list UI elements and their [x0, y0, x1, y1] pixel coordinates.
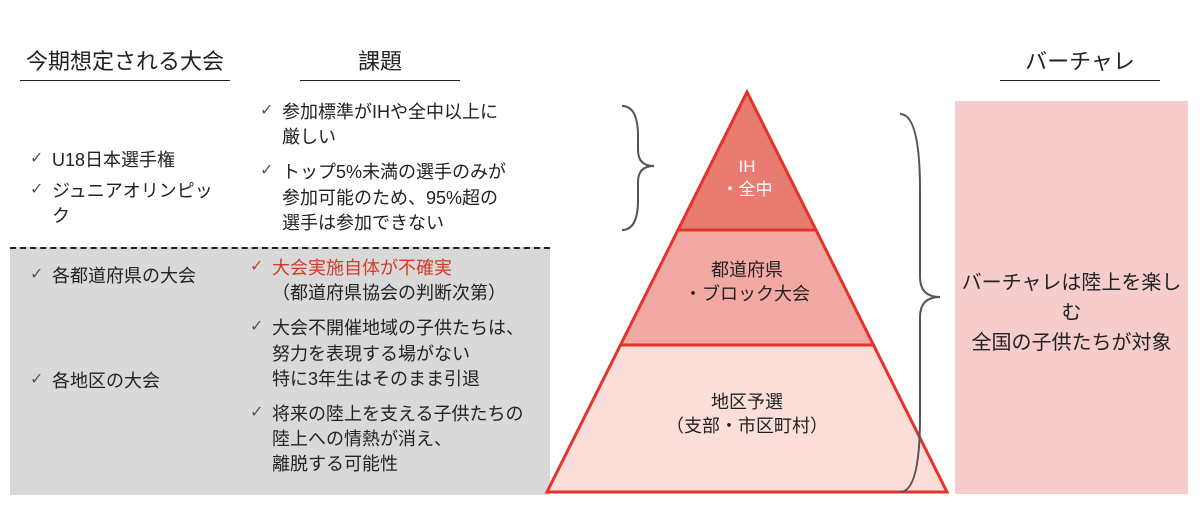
list-item: ✓ 各地区の大会: [30, 369, 230, 394]
list-item: ✓ U18日本選手権: [30, 148, 230, 173]
col2-title-underline: [300, 80, 460, 81]
brace-left: [622, 106, 654, 230]
check-icon: ✓: [250, 256, 272, 278]
list-item: ✓ ジュニアオリンピック: [30, 179, 230, 229]
item-text: 各都道府県の大会: [52, 264, 230, 289]
list-item: ✓ 大会不開催地域の子供たちは、努力を表現する場がない特に3年生はそのまま引退: [250, 316, 550, 392]
col2-title: 課題: [300, 44, 460, 76]
check-icon: ✓: [260, 100, 282, 122]
col1-upper-list: ✓ U18日本選手権 ✓ ジュニアオリンピック: [30, 148, 230, 236]
item-text: 参加標準がIHや全中以上に厳しい: [282, 100, 560, 150]
pyramid-top-label: IH・全中: [697, 156, 797, 202]
pyramid: [547, 92, 947, 492]
pyramid-mid: [621, 230, 874, 345]
item-text: 各地区の大会: [52, 369, 230, 394]
brace-right: [900, 114, 940, 492]
check-icon: ✓: [30, 179, 52, 201]
pyramid-bot-label: 地区予選（支部・市区町村）: [597, 390, 897, 439]
col1-title-underline: [20, 80, 230, 81]
list-item: ✓ トップ5%未満の選手のみが参加可能のため、95%超の選手は参加できない: [260, 160, 560, 236]
item-text: 将来の陸上を支える子供たちの陸上への情熱が消え、離脱する可能性: [272, 402, 550, 478]
col3-title-underline: [1000, 80, 1160, 81]
item-text: トップ5%未満の選手のみが参加可能のため、95%超の選手は参加できない: [282, 160, 560, 236]
check-icon: ✓: [260, 160, 282, 182]
pyramid-top: [678, 92, 816, 230]
item-text: 大会実施自体が不確実（都道府県協会の判断次第）: [272, 256, 550, 306]
check-icon: ✓: [250, 316, 272, 338]
list-item: ✓ 大会実施自体が不確実（都道府県協会の判断次第）: [250, 256, 550, 306]
check-icon: ✓: [30, 369, 52, 391]
col2-lower-list: ✓ 大会実施自体が不確実（都道府県協会の判断次第） ✓ 大会不開催地域の子供たち…: [250, 256, 550, 484]
col3-title: バーチャレ: [1000, 44, 1160, 76]
list-item: ✓ 各都道府県の大会: [30, 264, 230, 289]
list-item: ✓ 参加標準がIHや全中以上に厳しい: [260, 100, 560, 150]
dashed-separator: [10, 247, 550, 249]
col1-lower-list: ✓ 各都道府県の大会 ✓ 各地区の大会: [30, 264, 230, 400]
pink-box-text: バーチャレは陸上を楽しむ全国の子供たちが対象: [955, 268, 1188, 358]
check-icon: ✓: [30, 148, 52, 170]
list-item: ✓ 将来の陸上を支える子供たちの陸上への情熱が消え、離脱する可能性: [250, 402, 550, 478]
col1-title: 今期想定される大会: [20, 44, 230, 76]
col2-upper-list: ✓ 参加標準がIHや全中以上に厳しい ✓ トップ5%未満の選手のみが参加可能のた…: [260, 100, 560, 242]
item-text: 大会不開催地域の子供たちは、努力を表現する場がない特に3年生はそのまま引退: [272, 316, 550, 392]
check-icon: ✓: [250, 402, 272, 424]
item-text: ジュニアオリンピック: [52, 179, 230, 229]
pyramid-mid-label: 都道府県・ブロック大会: [637, 258, 857, 307]
item-text: U18日本選手権: [52, 148, 230, 173]
check-icon: ✓: [30, 264, 52, 286]
pyramid-bot: [547, 345, 947, 492]
